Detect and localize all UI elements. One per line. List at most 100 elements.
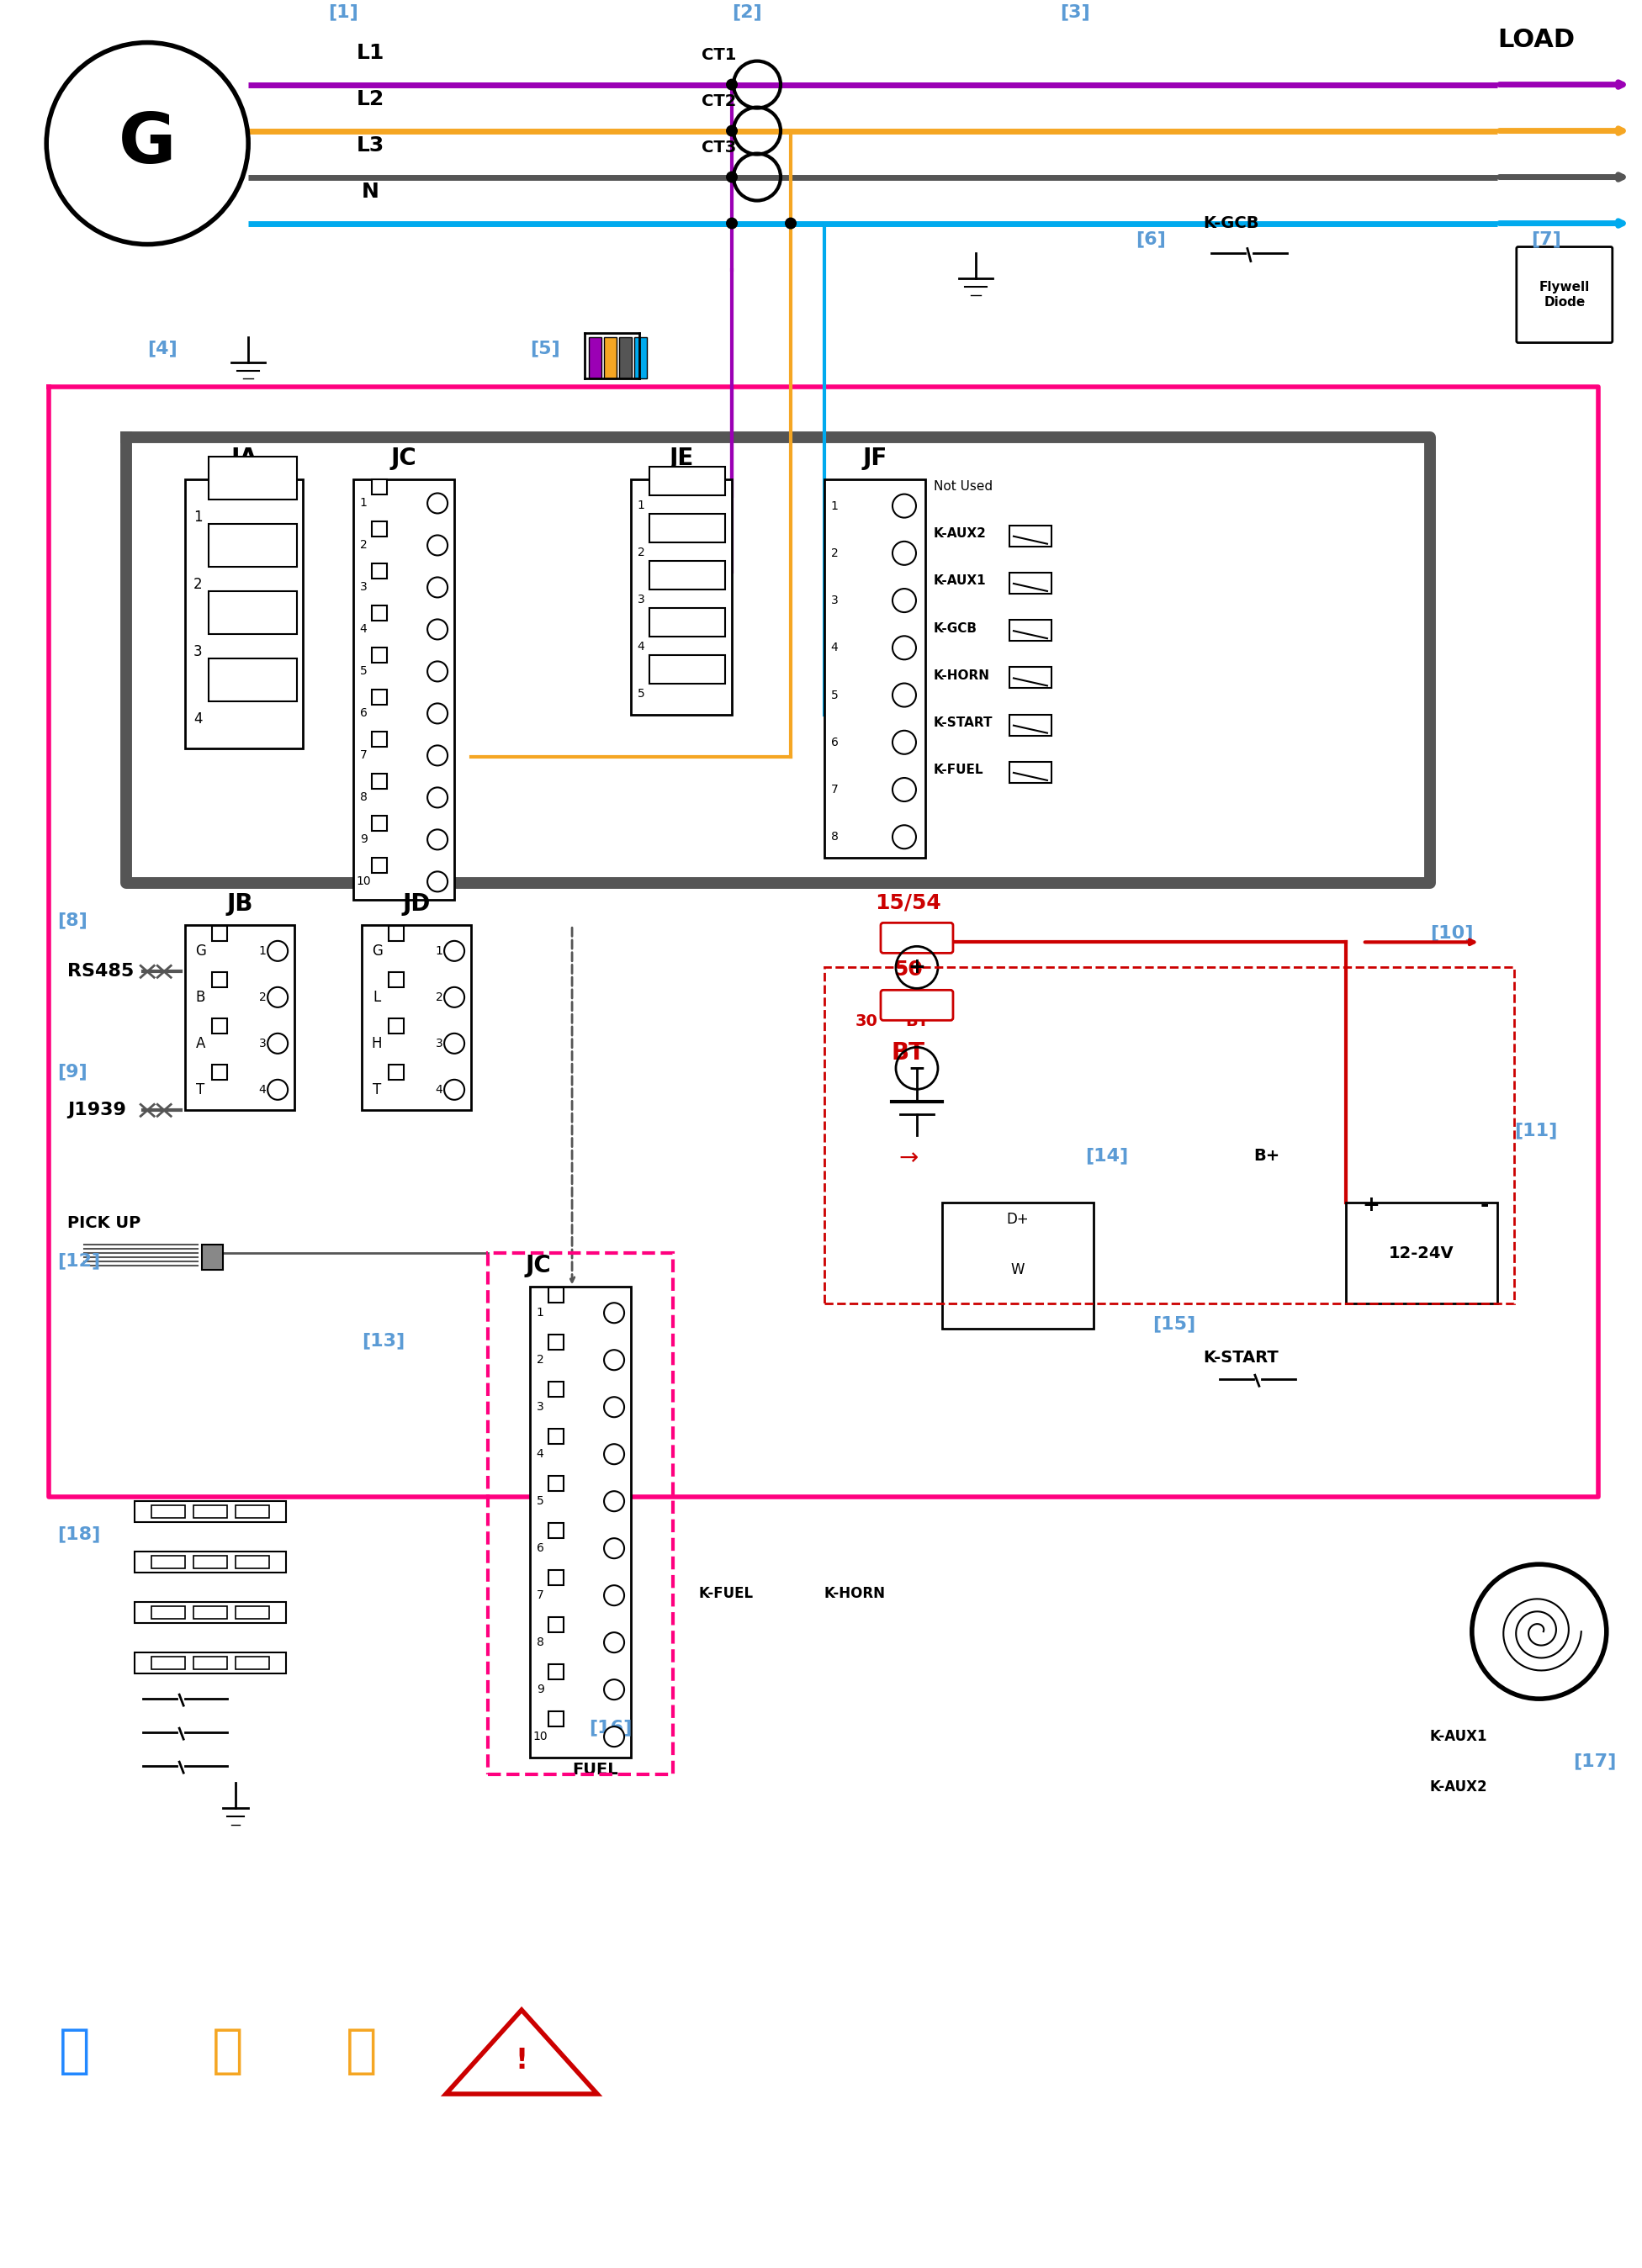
Bar xyxy=(650,467,726,494)
Text: 1: 1 xyxy=(537,1306,544,1318)
Text: JB: JB xyxy=(227,894,253,916)
Text: JE: JE xyxy=(668,447,693,469)
Text: !: ! xyxy=(516,2046,529,2075)
Text: 2: 2 xyxy=(259,991,266,1002)
Text: 2: 2 xyxy=(435,991,443,1002)
Bar xyxy=(943,1202,1094,1329)
Bar xyxy=(371,522,388,538)
Bar xyxy=(194,1658,227,1669)
Text: B: B xyxy=(195,989,205,1005)
Circle shape xyxy=(445,1080,465,1100)
Bar xyxy=(371,733,388,746)
Bar xyxy=(1010,572,1051,594)
Circle shape xyxy=(427,703,448,723)
Text: 4: 4 xyxy=(831,642,837,653)
Circle shape xyxy=(427,492,448,513)
Text: 2: 2 xyxy=(831,547,837,560)
Text: 6: 6 xyxy=(831,737,837,748)
Text: G: G xyxy=(118,109,176,177)
Circle shape xyxy=(604,1585,624,1606)
Bar xyxy=(209,458,297,499)
Bar xyxy=(548,1429,563,1442)
Text: 4: 4 xyxy=(259,1084,266,1095)
Text: [3]: [3] xyxy=(1059,5,1090,20)
Text: JA: JA xyxy=(230,447,258,469)
Bar xyxy=(371,689,388,705)
FancyBboxPatch shape xyxy=(880,991,952,1021)
Text: 12-24V: 12-24V xyxy=(1389,1245,1455,1261)
Bar xyxy=(209,524,297,567)
Text: 1: 1 xyxy=(637,499,645,513)
Bar xyxy=(548,1617,563,1633)
Text: [5]: [5] xyxy=(530,340,560,356)
Circle shape xyxy=(893,494,916,517)
Bar xyxy=(212,1064,227,1080)
Text: 6: 6 xyxy=(360,708,368,719)
Circle shape xyxy=(268,987,287,1007)
Text: 8: 8 xyxy=(360,792,368,803)
Bar xyxy=(151,1506,186,1517)
Text: T: T xyxy=(373,1082,381,1098)
Text: K-START: K-START xyxy=(1204,1349,1279,1365)
Text: 4: 4 xyxy=(435,1084,443,1095)
Text: K-GCB: K-GCB xyxy=(934,621,977,635)
Text: -: - xyxy=(1481,1195,1489,1216)
Text: CT2: CT2 xyxy=(701,93,737,109)
Bar xyxy=(548,1288,563,1302)
Text: L2: L2 xyxy=(356,88,384,109)
Text: BT: BT xyxy=(905,1014,929,1030)
Bar xyxy=(650,655,726,683)
Circle shape xyxy=(268,1034,287,1055)
FancyBboxPatch shape xyxy=(880,923,952,953)
Bar xyxy=(1010,619,1051,642)
Text: J1939: J1939 xyxy=(67,1102,126,1118)
Text: 1: 1 xyxy=(259,946,266,957)
Text: K-GCB: K-GCB xyxy=(1204,215,1259,231)
Bar xyxy=(186,925,294,1111)
Bar xyxy=(1346,1202,1498,1304)
Circle shape xyxy=(893,683,916,708)
Bar xyxy=(604,338,617,379)
Bar xyxy=(194,1506,227,1517)
Bar xyxy=(151,1606,186,1619)
Text: 4: 4 xyxy=(537,1449,544,1461)
Bar xyxy=(135,1501,286,1522)
Bar xyxy=(619,338,632,379)
Text: L3: L3 xyxy=(356,136,384,154)
Bar xyxy=(548,1334,563,1349)
Circle shape xyxy=(427,830,448,850)
Text: 7: 7 xyxy=(537,1590,544,1601)
Text: H: H xyxy=(371,1036,383,1050)
Circle shape xyxy=(427,662,448,680)
Text: K-START: K-START xyxy=(934,717,993,730)
Circle shape xyxy=(427,619,448,640)
Text: CT1: CT1 xyxy=(701,48,737,64)
Text: K-AUX2: K-AUX2 xyxy=(1430,1780,1488,1794)
Text: A: A xyxy=(195,1036,205,1050)
Bar xyxy=(135,1551,286,1572)
Text: 2: 2 xyxy=(637,547,645,558)
Text: [18]: [18] xyxy=(57,1526,100,1542)
Text: LOAD: LOAD xyxy=(1498,27,1575,52)
Circle shape xyxy=(604,1681,624,1699)
Text: 6: 6 xyxy=(537,1542,544,1554)
Text: 5: 5 xyxy=(831,689,837,701)
Bar xyxy=(151,1556,186,1569)
Bar xyxy=(631,481,732,714)
Bar xyxy=(212,1018,227,1034)
Text: −: − xyxy=(908,1059,926,1077)
Text: [2]: [2] xyxy=(732,5,762,20)
Bar xyxy=(530,1286,631,1758)
Text: FUEL: FUEL xyxy=(571,1762,617,1778)
Text: JF: JF xyxy=(862,447,887,469)
Bar xyxy=(548,1665,563,1678)
Text: [12]: [12] xyxy=(57,1252,100,1270)
Text: K-AUX1: K-AUX1 xyxy=(1430,1728,1488,1744)
Circle shape xyxy=(893,730,916,755)
Bar xyxy=(151,1658,186,1669)
Circle shape xyxy=(893,635,916,660)
Text: [1]: [1] xyxy=(328,5,358,20)
Text: 50: 50 xyxy=(893,959,923,980)
Text: RS485: RS485 xyxy=(67,964,135,980)
Circle shape xyxy=(604,1349,624,1370)
